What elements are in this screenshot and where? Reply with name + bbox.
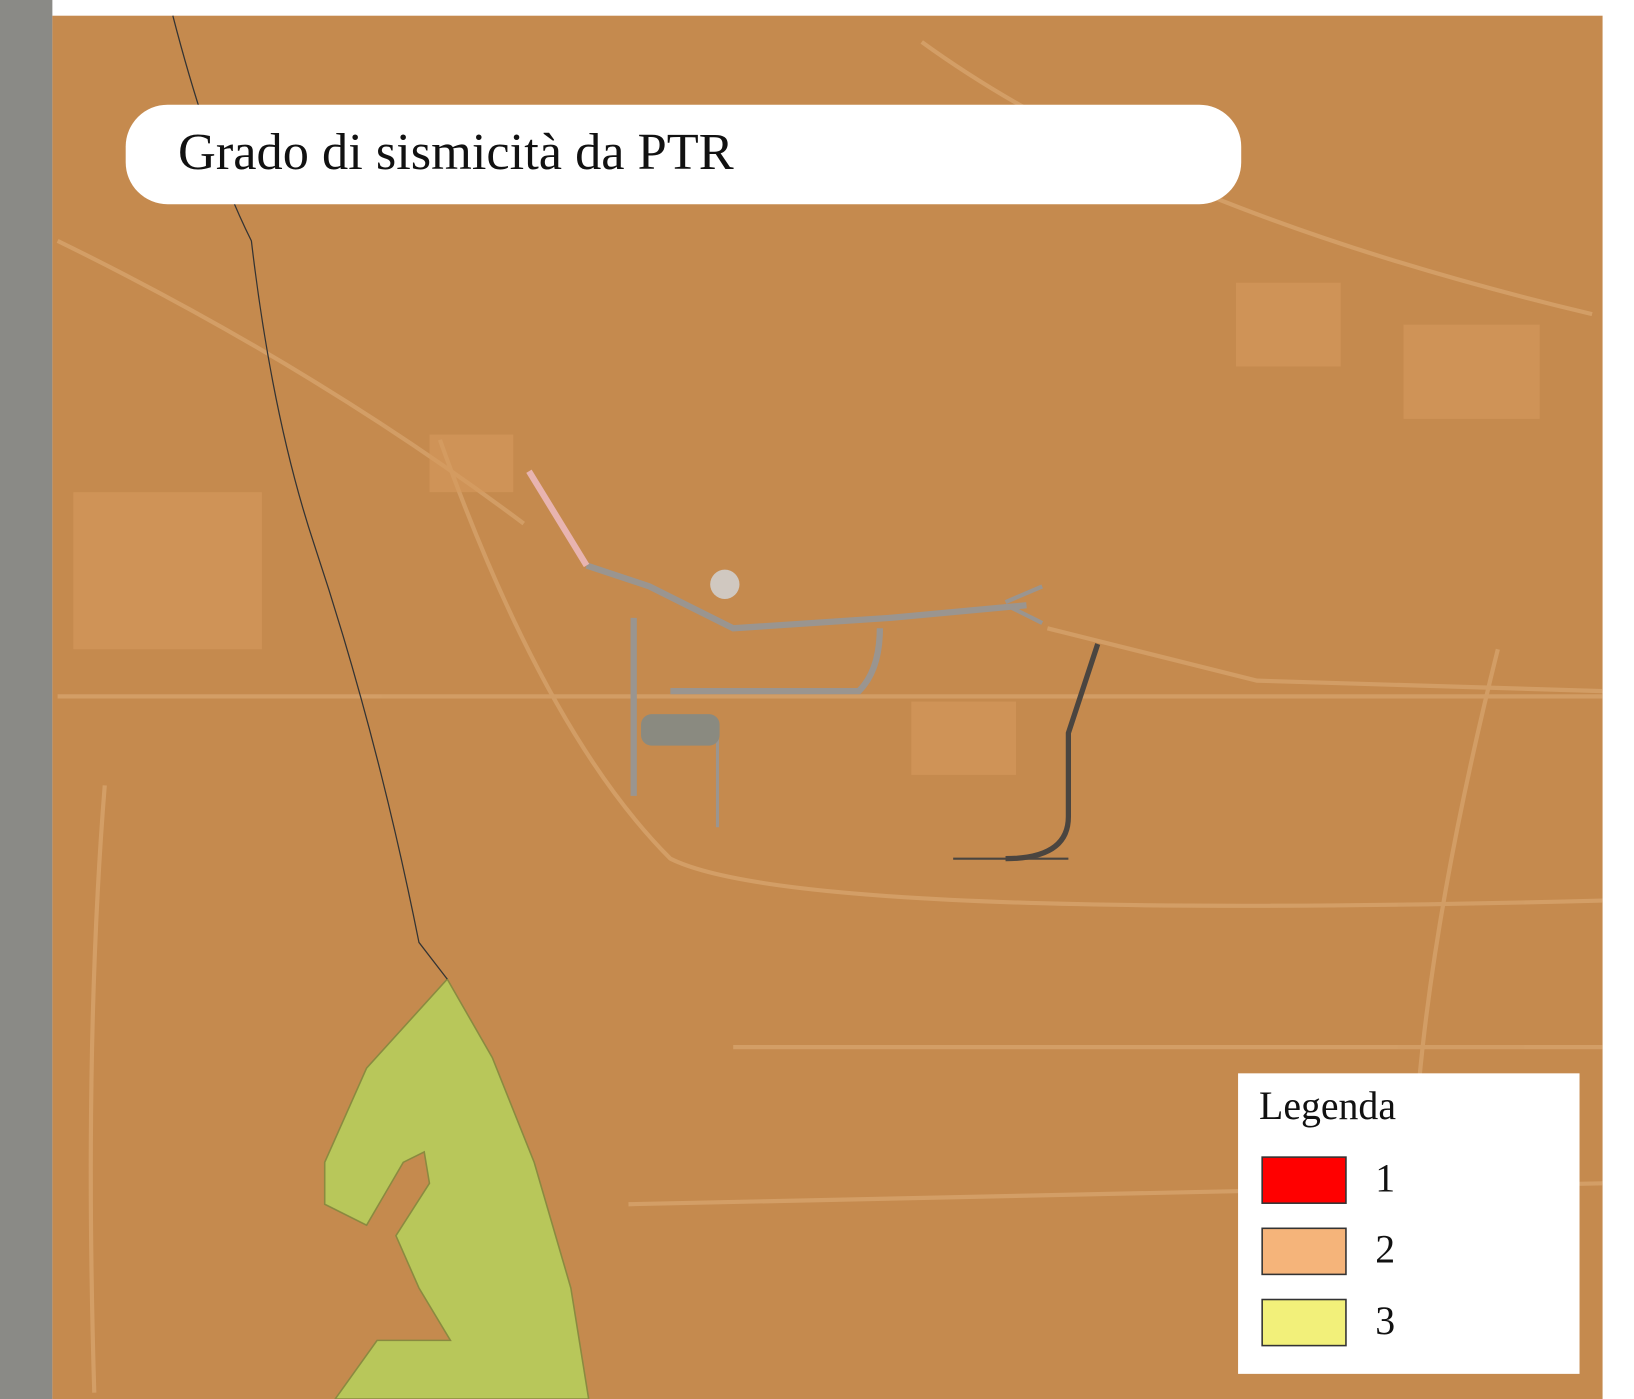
legend-swatch <box>1262 1157 1346 1203</box>
legend-title: Legenda <box>1259 1084 1396 1128</box>
legend-swatch <box>1262 1300 1346 1346</box>
legend-swatch <box>1262 1228 1346 1274</box>
roundabout <box>710 570 739 599</box>
map-title: Grado di sismicità da PTR <box>178 123 734 181</box>
legend-label: 3 <box>1375 1299 1395 1343</box>
map-figure: Grado di sismicità da PTR Legenda 1 2 3 <box>0 0 1634 1399</box>
legend-label: 2 <box>1375 1228 1395 1272</box>
legend-label: 1 <box>1375 1156 1395 1200</box>
parking <box>641 714 720 745</box>
legend: Legenda 1 2 3 <box>1238 1073 1579 1374</box>
left-strip <box>0 0 52 1399</box>
